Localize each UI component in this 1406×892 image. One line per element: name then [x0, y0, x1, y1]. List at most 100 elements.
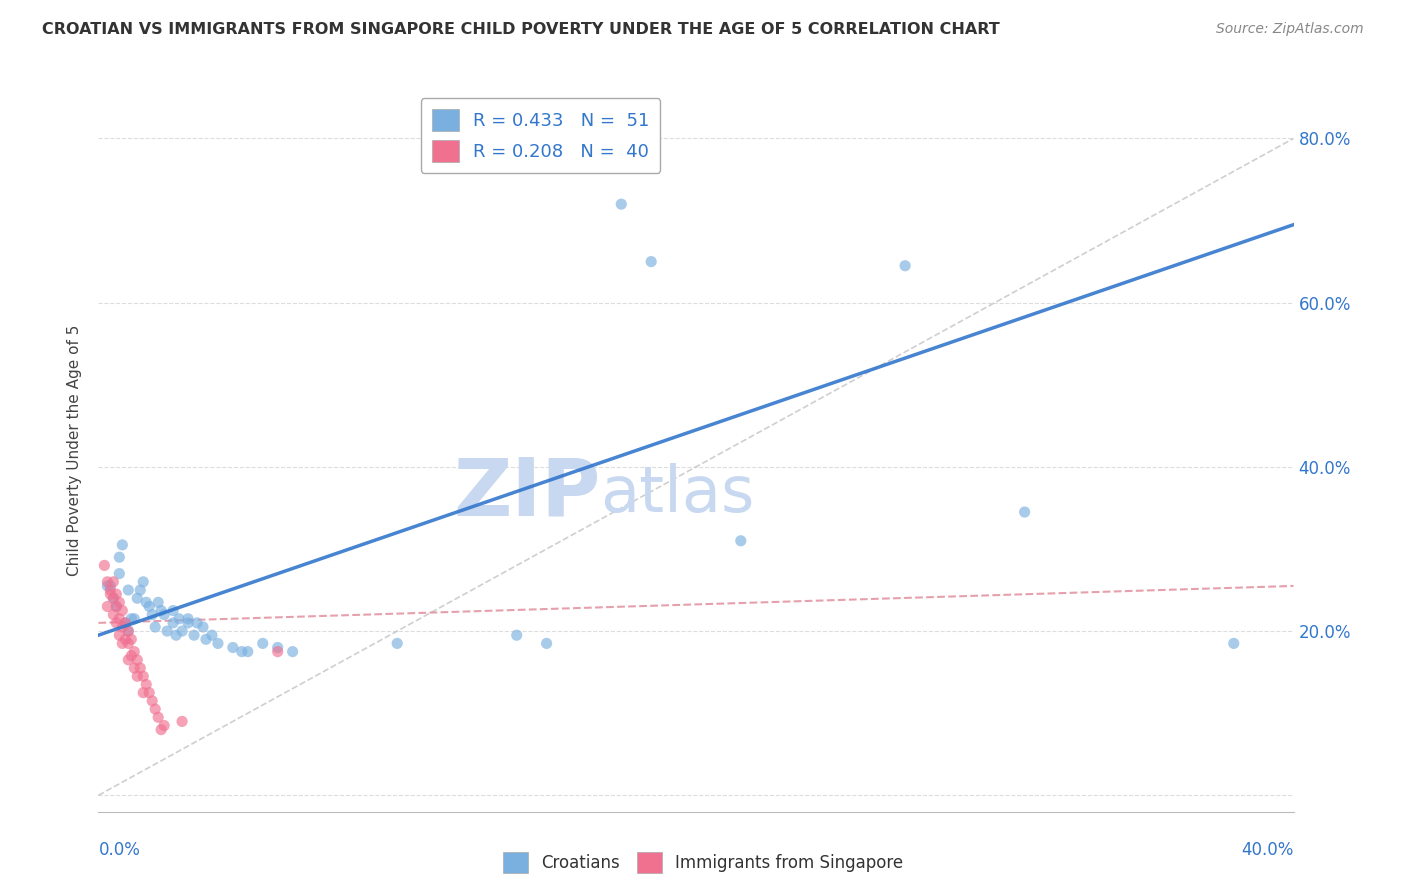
Point — [177, 615, 200, 630]
Point — [108, 566, 131, 581]
Point — [141, 607, 163, 622]
Point — [177, 612, 200, 626]
Point — [108, 628, 131, 642]
Legend: R = 0.433   N =  51, R = 0.208   N =  40: R = 0.433 N = 51, R = 0.208 N = 40 — [420, 98, 661, 173]
Point — [252, 636, 274, 650]
Legend: Croatians, Immigrants from Singapore: Croatians, Immigrants from Singapore — [496, 846, 910, 880]
Point — [162, 615, 184, 630]
Point — [105, 599, 128, 614]
Point — [103, 574, 125, 589]
Point — [267, 645, 290, 659]
Point — [117, 653, 139, 667]
Point — [117, 624, 139, 639]
Point — [165, 628, 187, 642]
Point — [201, 628, 224, 642]
Point — [385, 636, 409, 650]
Point — [132, 574, 155, 589]
Point — [150, 603, 173, 617]
Point — [120, 648, 142, 663]
Point — [103, 591, 125, 606]
Point — [124, 661, 146, 675]
Point — [183, 628, 205, 642]
Point — [506, 628, 529, 642]
Point — [117, 636, 139, 650]
Point — [153, 718, 176, 732]
Point — [93, 558, 115, 573]
Point — [124, 645, 146, 659]
Point — [105, 587, 128, 601]
Point — [120, 632, 142, 647]
Point — [105, 599, 128, 614]
Point — [138, 599, 160, 614]
Point — [108, 612, 131, 626]
Point — [195, 632, 218, 647]
Point — [98, 582, 122, 597]
Point — [222, 640, 245, 655]
Point — [127, 669, 149, 683]
Point — [162, 603, 184, 617]
Point — [138, 686, 160, 700]
Point — [1014, 505, 1036, 519]
Point — [536, 636, 558, 650]
Point — [141, 694, 163, 708]
Text: 0.0%: 0.0% — [98, 840, 141, 859]
Point — [186, 615, 208, 630]
Point — [108, 550, 131, 565]
Point — [111, 636, 134, 650]
Point — [135, 677, 157, 691]
Point — [150, 723, 173, 737]
Point — [148, 595, 170, 609]
Point — [143, 702, 166, 716]
Text: ZIP: ZIP — [453, 455, 600, 533]
Y-axis label: Child Poverty Under the Age of 5: Child Poverty Under the Age of 5 — [67, 325, 83, 576]
Point — [172, 624, 194, 639]
Point — [167, 612, 190, 626]
Point — [894, 259, 917, 273]
Point — [143, 620, 166, 634]
Point — [117, 582, 139, 597]
Point — [111, 620, 134, 634]
Point — [148, 710, 170, 724]
Point — [156, 624, 179, 639]
Point — [172, 714, 194, 729]
Point — [135, 595, 157, 609]
Point — [236, 645, 259, 659]
Point — [114, 632, 136, 647]
Point — [96, 574, 118, 589]
Point — [129, 661, 152, 675]
Text: atlas: atlas — [600, 463, 755, 524]
Point — [103, 591, 125, 606]
Point — [127, 653, 149, 667]
Point — [153, 607, 176, 622]
Point — [281, 645, 304, 659]
Text: CROATIAN VS IMMIGRANTS FROM SINGAPORE CHILD POVERTY UNDER THE AGE OF 5 CORRELATI: CROATIAN VS IMMIGRANTS FROM SINGAPORE CH… — [42, 22, 1000, 37]
Point — [108, 595, 131, 609]
Point — [207, 636, 229, 650]
Point — [1223, 636, 1246, 650]
Point — [267, 640, 290, 655]
Point — [105, 615, 128, 630]
Point — [132, 686, 155, 700]
Point — [114, 615, 136, 630]
Point — [191, 620, 214, 634]
Point — [98, 587, 122, 601]
Text: Source: ZipAtlas.com: Source: ZipAtlas.com — [1216, 22, 1364, 37]
Point — [129, 582, 152, 597]
Point — [114, 615, 136, 630]
Point — [640, 254, 662, 268]
Point — [132, 669, 155, 683]
Point — [127, 591, 149, 606]
Point — [610, 197, 633, 211]
Point — [120, 612, 142, 626]
Point — [117, 624, 139, 639]
Point — [111, 538, 134, 552]
Point — [231, 645, 253, 659]
Point — [124, 612, 146, 626]
Point — [103, 607, 125, 622]
Text: 40.0%: 40.0% — [1241, 840, 1294, 859]
Point — [96, 579, 118, 593]
Point — [730, 533, 752, 548]
Point — [96, 599, 118, 614]
Point — [98, 579, 122, 593]
Point — [111, 603, 134, 617]
